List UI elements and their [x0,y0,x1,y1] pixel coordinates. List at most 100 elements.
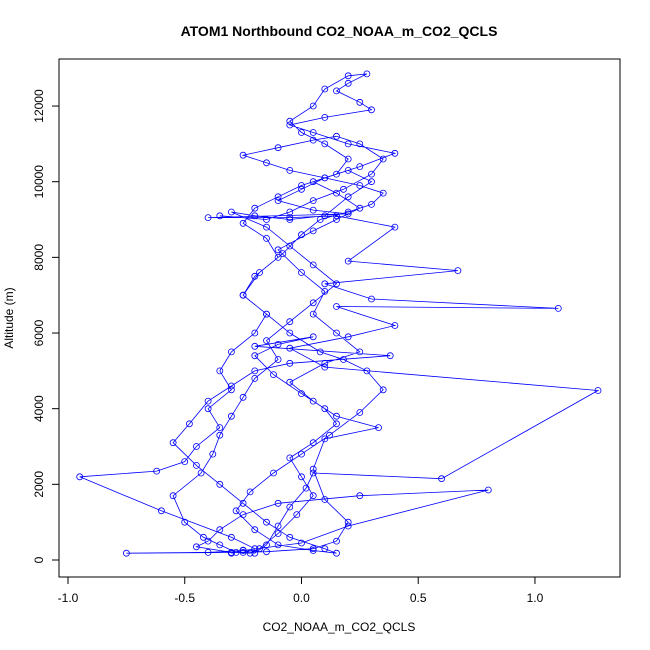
data-point [356,182,364,189]
data-point [192,443,200,450]
data-point [204,214,212,222]
data-point [169,492,177,500]
data-point [227,348,235,356]
data-point [344,518,352,526]
data-point [368,170,375,178]
data-point [274,197,282,205]
data-point [298,269,305,276]
data-point [286,166,294,174]
data-point [298,182,305,189]
data-point [274,499,282,507]
data-point [302,484,310,492]
data-point [368,106,375,114]
data-point [340,356,347,363]
y-tick-label: 8000 [32,244,46,271]
data-point [298,390,305,398]
data-point [344,210,352,218]
data-point [344,257,352,265]
data-point [263,337,270,345]
data-point [279,250,287,258]
data-point [344,208,352,216]
data-point [227,412,235,420]
data-point [274,144,282,152]
data-point [298,473,305,481]
data-point [263,234,270,242]
data-point [251,329,259,337]
data-point [227,549,235,556]
data-point [293,511,301,518]
data-point [263,159,270,167]
x-tick-label: 0.5 [410,591,427,605]
data-point [216,480,224,488]
data-point [379,189,387,197]
data-point [197,469,205,477]
data-point [246,549,254,557]
data-point [76,473,84,481]
data-point [192,543,200,551]
data-point [333,170,340,178]
data-point [227,208,235,216]
data-point [298,129,305,136]
x-tick-label: -1.0 [58,591,79,605]
data-point [274,193,282,201]
data-point [192,461,200,469]
data-point [333,189,340,197]
data-point [309,206,317,214]
data-point [216,212,224,220]
data-point [286,378,294,386]
y-tick-label: 6000 [32,319,46,346]
data-point [216,424,224,432]
data-point [379,155,387,163]
x-tick-label: 0.0 [293,591,310,605]
plot-area [76,70,602,557]
data-point [286,344,294,352]
data-point [321,496,329,503]
data-point [363,367,371,375]
x-axis-label: CO2_NOAA_m_CO2_QCLS [263,620,416,634]
data-point [309,397,317,405]
data-point [333,412,340,420]
data-point [554,304,562,312]
data-point [251,342,259,350]
data-point [344,72,352,80]
data-point [344,79,352,87]
data-point [309,469,317,477]
data-point [251,545,259,553]
data-point [298,450,305,458]
data-point [375,424,382,432]
data-point [256,545,263,553]
data-point [344,166,352,174]
data-point [321,85,329,93]
data-point [256,269,263,276]
data-point [216,526,224,534]
data-point [321,114,329,121]
data-point [321,280,329,288]
data-point [153,467,161,475]
chart-title: ATOM1 Northbound CO2_NOAA_m_CO2_QCLS [181,23,498,39]
data-point [251,367,259,375]
data-point [263,223,270,231]
data-point [274,541,282,549]
data-point [309,545,317,553]
data-point [356,163,364,171]
data-point [333,212,340,220]
x-tick-label: -0.5 [174,591,195,605]
series-line [79,73,600,554]
data-point [391,149,399,157]
data-point [309,492,317,500]
data-point [246,488,254,496]
data-point [321,174,329,182]
data-point [316,216,324,223]
data-point [123,549,130,557]
data-point [209,450,217,458]
data-point [316,348,324,356]
y-tick-label: 2000 [32,471,46,498]
data-point [438,475,446,483]
data-point [391,223,399,231]
data-point [356,409,364,416]
data-point [309,178,317,186]
data-point [239,219,247,227]
data-point [185,420,193,428]
data-point [239,549,247,556]
